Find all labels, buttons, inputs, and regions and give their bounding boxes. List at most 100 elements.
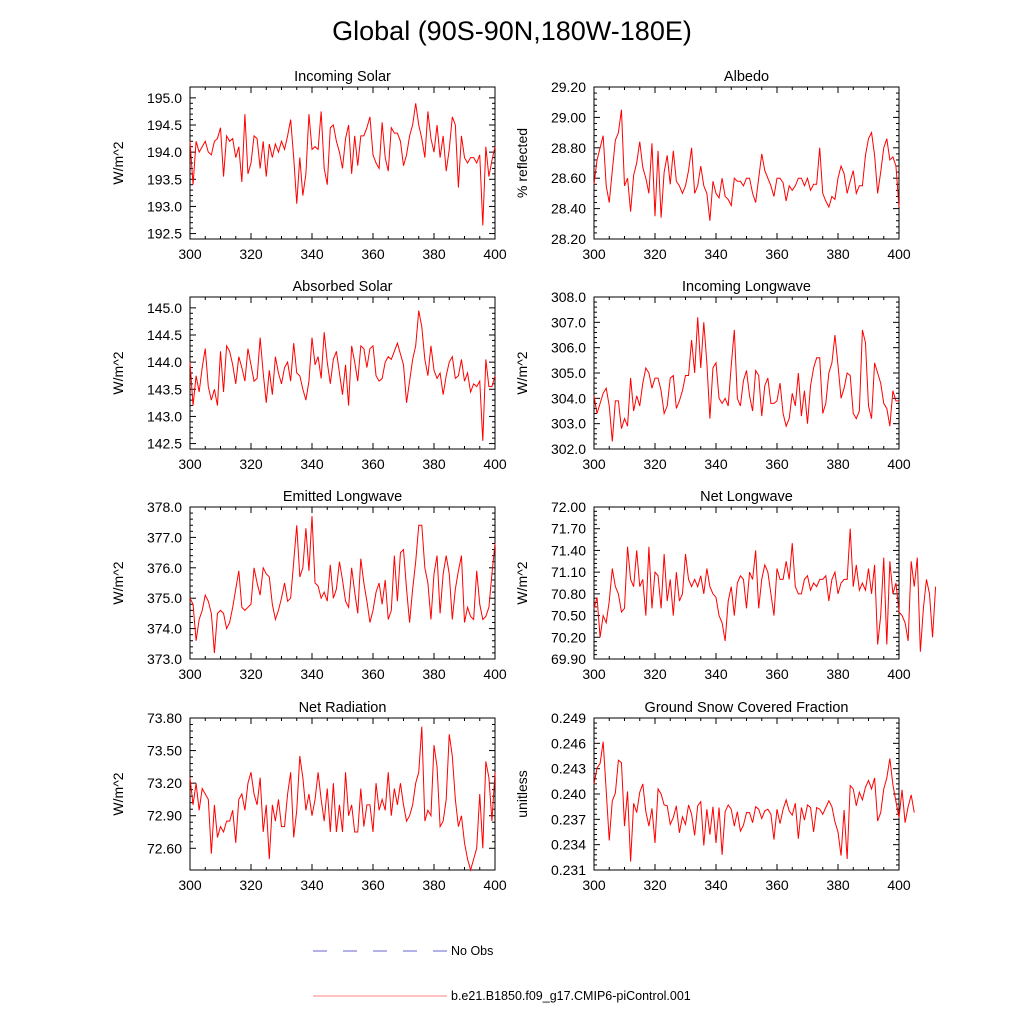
panel-title: Incoming Solar bbox=[294, 69, 391, 85]
x-tick-label: 300 bbox=[582, 246, 606, 262]
y-tick-label: 28.20 bbox=[551, 231, 586, 247]
panel-incoming-longwave: Incoming Longwave W/m^2 300 320 340 360 380 400… bbox=[514, 279, 911, 472]
series-line-ground-snow-covered-fraction bbox=[593, 741, 915, 862]
y-tick-label: 72.60 bbox=[147, 840, 182, 856]
y-tick-label: 28.40 bbox=[551, 201, 586, 217]
y-tick-label: 70.50 bbox=[551, 608, 586, 624]
panel-emitted-longwave: Emitted Longwave W/m^2 300 320 340 360 380 400 3… bbox=[110, 489, 507, 682]
x-tick-label: 360 bbox=[361, 877, 385, 893]
x-tick-label: 360 bbox=[765, 246, 789, 262]
series-line-incoming-solar bbox=[189, 103, 496, 226]
x-tick-label: 360 bbox=[361, 666, 385, 682]
y-axis-label: W/m^2 bbox=[514, 351, 530, 394]
panel-title: Ground Snow Covered Fraction bbox=[645, 700, 849, 716]
panel-net-longwave: Net Longwave W/m^2 300 320 340 360 380 400 69.90… bbox=[514, 489, 937, 682]
x-tick-label: 360 bbox=[765, 666, 789, 682]
y-tick-label: 195.0 bbox=[147, 90, 182, 106]
y-tick-label: 0.246 bbox=[551, 735, 586, 751]
x-tick-label: 380 bbox=[422, 456, 446, 472]
x-tick-label: 360 bbox=[361, 456, 385, 472]
y-tick-label: 305.0 bbox=[551, 365, 586, 381]
y-tick-label: 0.231 bbox=[551, 862, 586, 878]
x-tick-label: 320 bbox=[643, 666, 667, 682]
panel-incoming-solar: Incoming Solar W/m^2 300 320 340 360 380 400 192… bbox=[110, 69, 507, 262]
series-line-net-radiation bbox=[189, 726, 496, 872]
x-tick-label: 300 bbox=[178, 246, 202, 262]
y-axis-label: W/m^2 bbox=[110, 351, 126, 394]
y-tick-label: 0.240 bbox=[551, 786, 586, 802]
x-tick-label: 400 bbox=[887, 666, 911, 682]
y-axis-label: W/m^2 bbox=[110, 561, 126, 604]
y-tick-label: 145.0 bbox=[147, 300, 182, 316]
x-tick-label: 300 bbox=[178, 456, 202, 472]
panel-title: Net Longwave bbox=[700, 489, 793, 505]
y-tick-label: 28.80 bbox=[551, 140, 586, 156]
y-tick-label: 375.0 bbox=[147, 590, 182, 606]
panels: Incoming Solar W/m^2 300 320 340 360 380 400 192… bbox=[110, 69, 937, 893]
x-tick-label: 400 bbox=[887, 877, 911, 893]
x-tick-label: 380 bbox=[826, 246, 850, 262]
x-tick-label: 380 bbox=[422, 246, 446, 262]
y-tick-label: 308.0 bbox=[551, 289, 586, 305]
legend: No Obs b.e21.B1850.f09_g17.CMIP6-piContr… bbox=[313, 944, 691, 1003]
series-line-emitted-longwave bbox=[189, 516, 496, 653]
y-tick-label: 69.90 bbox=[551, 651, 586, 667]
panel-title: Albedo bbox=[724, 69, 769, 85]
x-tick-label: 320 bbox=[643, 246, 667, 262]
x-tick-label: 400 bbox=[887, 246, 911, 262]
y-tick-label: 73.20 bbox=[147, 775, 182, 791]
series-line-albedo bbox=[593, 109, 900, 221]
y-tick-label: 373.0 bbox=[147, 651, 182, 667]
y-axis-label: unitless bbox=[514, 770, 530, 817]
y-tick-label: 143.0 bbox=[147, 408, 182, 424]
x-tick-label: 300 bbox=[582, 456, 606, 472]
plot-frame bbox=[593, 86, 900, 240]
y-tick-label: 194.5 bbox=[147, 117, 182, 133]
x-tick-label: 340 bbox=[704, 456, 728, 472]
legend-model-label: b.e21.B1850.f09_g17.CMIP6-piControl.001 bbox=[451, 989, 691, 1003]
y-tick-label: 304.0 bbox=[551, 390, 586, 406]
panel-absorbed-solar: Absorbed Solar W/m^2 300 320 340 360 380 400 142… bbox=[110, 279, 507, 472]
x-tick-label: 300 bbox=[178, 877, 202, 893]
x-tick-label: 380 bbox=[422, 877, 446, 893]
y-tick-label: 142.5 bbox=[147, 436, 182, 452]
x-tick-label: 340 bbox=[300, 666, 324, 682]
x-tick-label: 400 bbox=[483, 246, 507, 262]
figure-title: Global (90S-90N,180W-180E) bbox=[332, 16, 692, 46]
y-tick-label: 29.00 bbox=[551, 109, 586, 125]
x-tick-label: 320 bbox=[239, 666, 263, 682]
y-tick-label: 0.234 bbox=[551, 837, 586, 853]
y-tick-label: 194.0 bbox=[147, 144, 182, 160]
x-tick-label: 380 bbox=[422, 666, 446, 682]
series-line-absorbed-solar bbox=[189, 310, 496, 441]
x-tick-label: 340 bbox=[300, 877, 324, 893]
y-tick-label: 192.5 bbox=[147, 226, 182, 242]
panel-net-radiation: Net Radiation W/m^2 300 320 340 360 380 400 72.6… bbox=[110, 700, 507, 893]
y-tick-label: 0.243 bbox=[551, 761, 586, 777]
y-tick-label: 0.249 bbox=[551, 710, 586, 726]
y-tick-label: 144.0 bbox=[147, 354, 182, 370]
y-tick-label: 193.0 bbox=[147, 198, 182, 214]
y-tick-label: 374.0 bbox=[147, 621, 182, 637]
x-tick-label: 360 bbox=[361, 246, 385, 262]
y-tick-label: 302.0 bbox=[551, 441, 586, 457]
x-tick-label: 340 bbox=[704, 666, 728, 682]
y-tick-label: 307.0 bbox=[551, 314, 586, 330]
plot-frame bbox=[189, 296, 496, 450]
x-tick-label: 320 bbox=[239, 456, 263, 472]
y-tick-label: 72.00 bbox=[551, 499, 586, 515]
y-tick-label: 306.0 bbox=[551, 340, 586, 356]
series-line-net-longwave bbox=[593, 528, 937, 652]
y-tick-label: 144.5 bbox=[147, 327, 182, 343]
y-tick-label: 71.70 bbox=[551, 521, 586, 537]
x-tick-label: 320 bbox=[643, 456, 667, 472]
y-tick-label: 71.40 bbox=[551, 542, 586, 558]
y-axis-label: W/m^2 bbox=[514, 561, 530, 604]
y-tick-label: 29.20 bbox=[551, 79, 586, 95]
y-tick-label: 376.0 bbox=[147, 560, 182, 576]
y-tick-label: 193.5 bbox=[147, 171, 182, 187]
x-tick-label: 400 bbox=[483, 666, 507, 682]
x-tick-label: 340 bbox=[300, 456, 324, 472]
y-tick-label: 70.80 bbox=[551, 586, 586, 602]
